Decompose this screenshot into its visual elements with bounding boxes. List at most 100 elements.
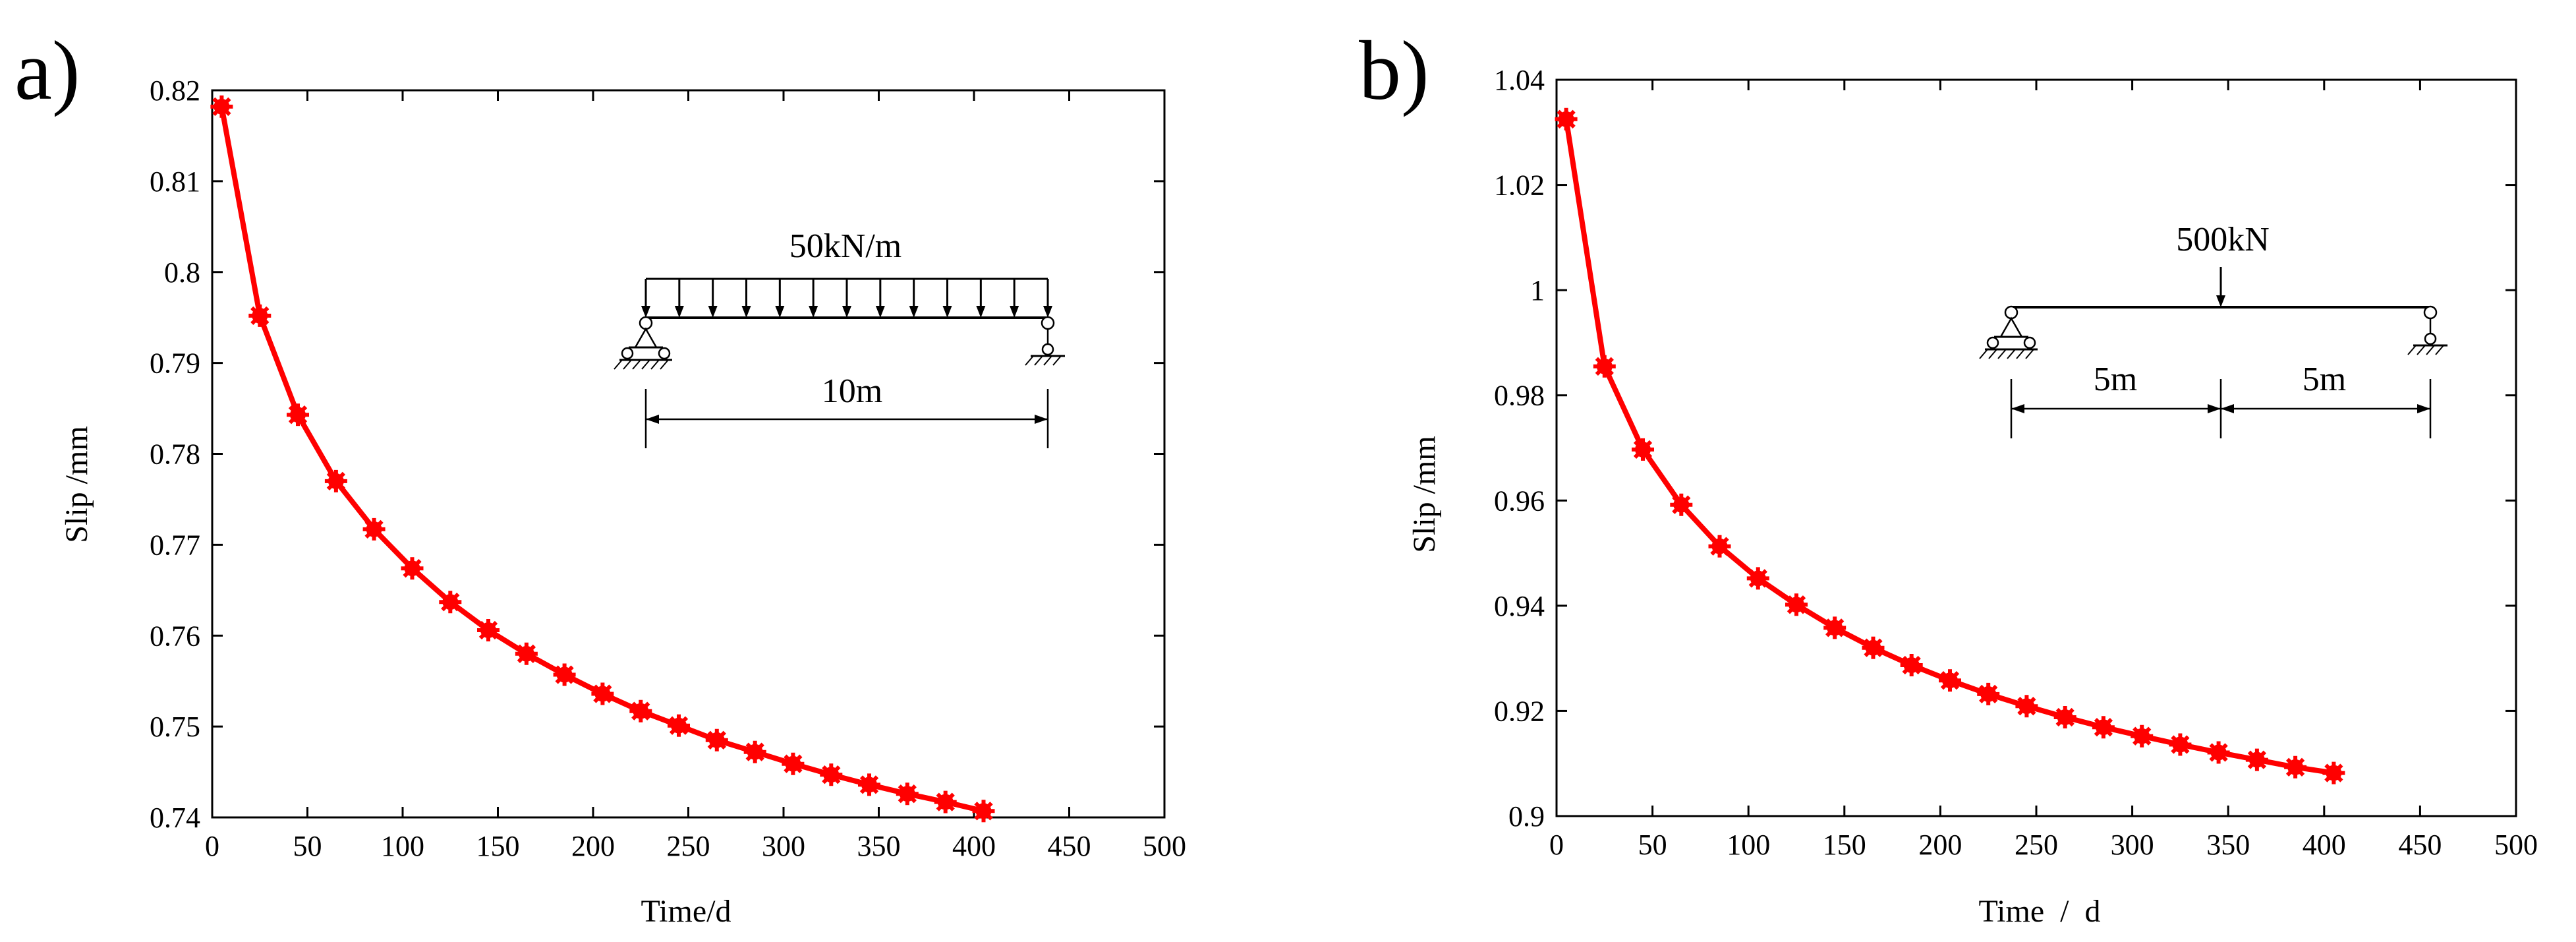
data-point-spoke	[2209, 743, 2228, 762]
data-point-spoke	[2171, 735, 2190, 754]
data-point-spoke	[1595, 357, 1614, 376]
data-point	[896, 782, 919, 806]
y-tick-label: 0.78	[150, 438, 200, 471]
diagram-b-left-support-triangle	[1999, 316, 2024, 338]
x-tick-label: 250	[2015, 829, 2058, 861]
data-point-spoke	[593, 684, 612, 703]
data-point	[591, 682, 614, 705]
data-point	[1900, 654, 1923, 676]
diagram-b-left-support-hatch	[2016, 349, 2025, 359]
x-tick-label: 0	[205, 830, 219, 862]
diagram-a-right-support-hinge-bottom	[1041, 343, 1054, 356]
x-tick-label: 400	[2303, 829, 2346, 861]
data-point-spoke	[288, 405, 308, 425]
y-tick-label: 0.79	[150, 347, 200, 380]
diagram-a-load-arrow-head	[976, 306, 986, 318]
diagram-b-left-support-hatch	[2007, 349, 2016, 359]
diagram-b-left-support-hatch	[1988, 349, 1997, 359]
diagram-b-right-support-hinge-bottom	[2424, 332, 2437, 345]
data-point	[743, 740, 766, 763]
x-tick-label: 200	[1918, 829, 1962, 861]
x-tick-label: 150	[1823, 829, 1866, 861]
panel-b-axes: 0 50 100 150 200 250 300 350 400 450 500 0.9 0.92 0.9…	[1494, 64, 2538, 861]
diagram-a-dim-arrow-left	[646, 415, 659, 424]
diagram-b-left-support-roller	[1986, 336, 1999, 349]
y-tick-label: 1.04	[1494, 64, 1545, 96]
data-point-spoke	[1902, 655, 1921, 675]
y-tick-label: 0.76	[150, 620, 200, 652]
diagram-b-span-left-label: 5m	[2094, 361, 2137, 398]
data-point-spoke	[1979, 684, 1998, 704]
data-point	[1593, 355, 1616, 378]
data-point	[210, 95, 233, 118]
data-point	[2015, 695, 2038, 718]
x-tick-label: 400	[952, 830, 996, 862]
data-point-spoke	[784, 754, 803, 773]
diagram-a-left-support-roller	[621, 347, 634, 360]
x-tick-label: 500	[2494, 829, 2538, 861]
y-tick-label: 0.81	[150, 165, 200, 198]
data-point-spoke	[555, 665, 574, 684]
x-tick-label: 250	[667, 830, 710, 862]
diagram-a-left-support-hinge	[639, 316, 653, 330]
y-tick-label: 0.98	[1494, 380, 1545, 412]
data-point	[2053, 706, 2076, 728]
data-point	[1785, 593, 1808, 616]
data-point-spoke	[2017, 697, 2036, 716]
panel-a-label: a)	[14, 24, 80, 117]
y-tick-label: 0.92	[1494, 695, 1545, 727]
y-tick-label: 0.94	[1494, 590, 1545, 622]
data-point-spoke	[212, 97, 231, 116]
diagram-a-load-arrow-head	[875, 306, 885, 318]
diagram-a-left-support-hatch	[632, 359, 641, 370]
data-point	[934, 790, 957, 813]
data-point	[1823, 616, 1846, 639]
data-point-spoke	[936, 792, 955, 811]
diagram-a-left-support-hatch	[650, 359, 660, 370]
data-point	[362, 517, 386, 541]
diagram-a-left-support-hatch	[614, 359, 623, 370]
data-point-spoke	[631, 701, 650, 721]
diagram-b-left-support-roller	[2023, 336, 2036, 349]
x-tick-label: 150	[476, 830, 520, 862]
data-point-spoke	[403, 559, 422, 578]
data-point-spoke	[441, 593, 460, 612]
diagram-a-load-arrow-head	[708, 306, 718, 318]
data-point	[2169, 733, 2192, 756]
diagram-a-load-arrow-head	[1010, 306, 1019, 318]
diagram-a-left-support-hatch	[623, 359, 632, 370]
panel-a-frame	[211, 89, 1166, 819]
x-tick-label: 350	[2206, 829, 2250, 861]
panel-a: a) Time/d Slip /mm 0 50 100 150 200 250 300 350…	[14, 24, 1186, 929]
data-point	[1977, 682, 2000, 705]
data-point	[705, 728, 728, 751]
diagram-a-left-support-hatch	[641, 359, 650, 370]
data-point	[287, 403, 309, 427]
data-point	[2322, 761, 2345, 784]
data-point-spoke	[2247, 750, 2267, 769]
x-tick-label: 500	[1143, 830, 1186, 862]
panel-b: b) Time / d Slip /mm 0 50 100 150 200 250 300 3…	[1359, 24, 2538, 929]
x-tick-label: 200	[571, 830, 615, 862]
diagram-a-right-support-hatch	[1043, 355, 1052, 366]
x-tick-label: 450	[1048, 830, 1091, 862]
data-point-spoke	[1710, 537, 1729, 556]
data-point	[2245, 748, 2268, 771]
data-point	[972, 800, 995, 823]
data-point-spoke	[1864, 638, 1883, 657]
panel-a-x-axis-title: Time/d	[641, 894, 731, 929]
diagram-a-load-arrow-head	[942, 306, 952, 318]
y-tick-label: 1	[1530, 274, 1545, 307]
diagram-b-left-support-hatch	[2025, 349, 2034, 359]
y-tick-label: 1.02	[1494, 169, 1545, 202]
panel-a-axes: 0 50 100 150 200 250 300 350 400 450 500 0.74 0.75 0.…	[150, 74, 1186, 862]
data-point-spoke	[1748, 569, 1767, 588]
diagram-b-load-label: 500kN	[2176, 221, 2270, 258]
diagram-b-right-support-hatch	[2435, 345, 2444, 355]
diagram-b-right-support-hatch	[2407, 345, 2417, 355]
diagram-b-span-right-label: 5m	[2303, 361, 2346, 398]
y-tick-label: 0.96	[1494, 485, 1545, 517]
data-point-spoke	[2285, 757, 2305, 777]
diagram-b-dim-arrow	[2221, 404, 2234, 413]
